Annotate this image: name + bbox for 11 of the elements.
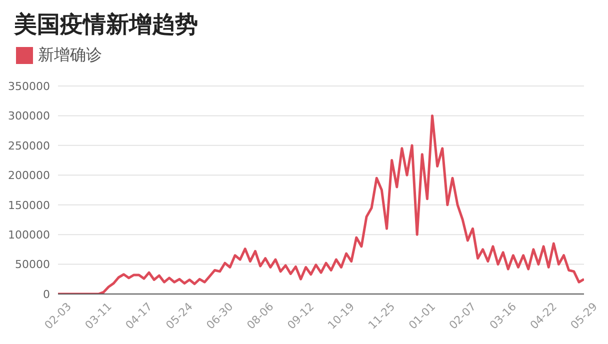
y-tick-label: 50000 — [15, 258, 50, 272]
y-tick-label: 150000 — [8, 198, 50, 212]
y-tick-label: 100000 — [8, 228, 50, 242]
y-tick-label: 200000 — [8, 169, 50, 182]
y-tick-label: 350000 — [8, 80, 50, 93]
line-series — [58, 114, 584, 294]
legend-label: 新增确诊 — [37, 44, 102, 66]
y-tick-label: 250000 — [8, 139, 50, 152]
y-tick-label: 300000 — [8, 110, 50, 123]
y-tick-label: 0 — [43, 288, 50, 301]
chart-title: 美国疫情新增趋势 — [12, 10, 199, 40]
